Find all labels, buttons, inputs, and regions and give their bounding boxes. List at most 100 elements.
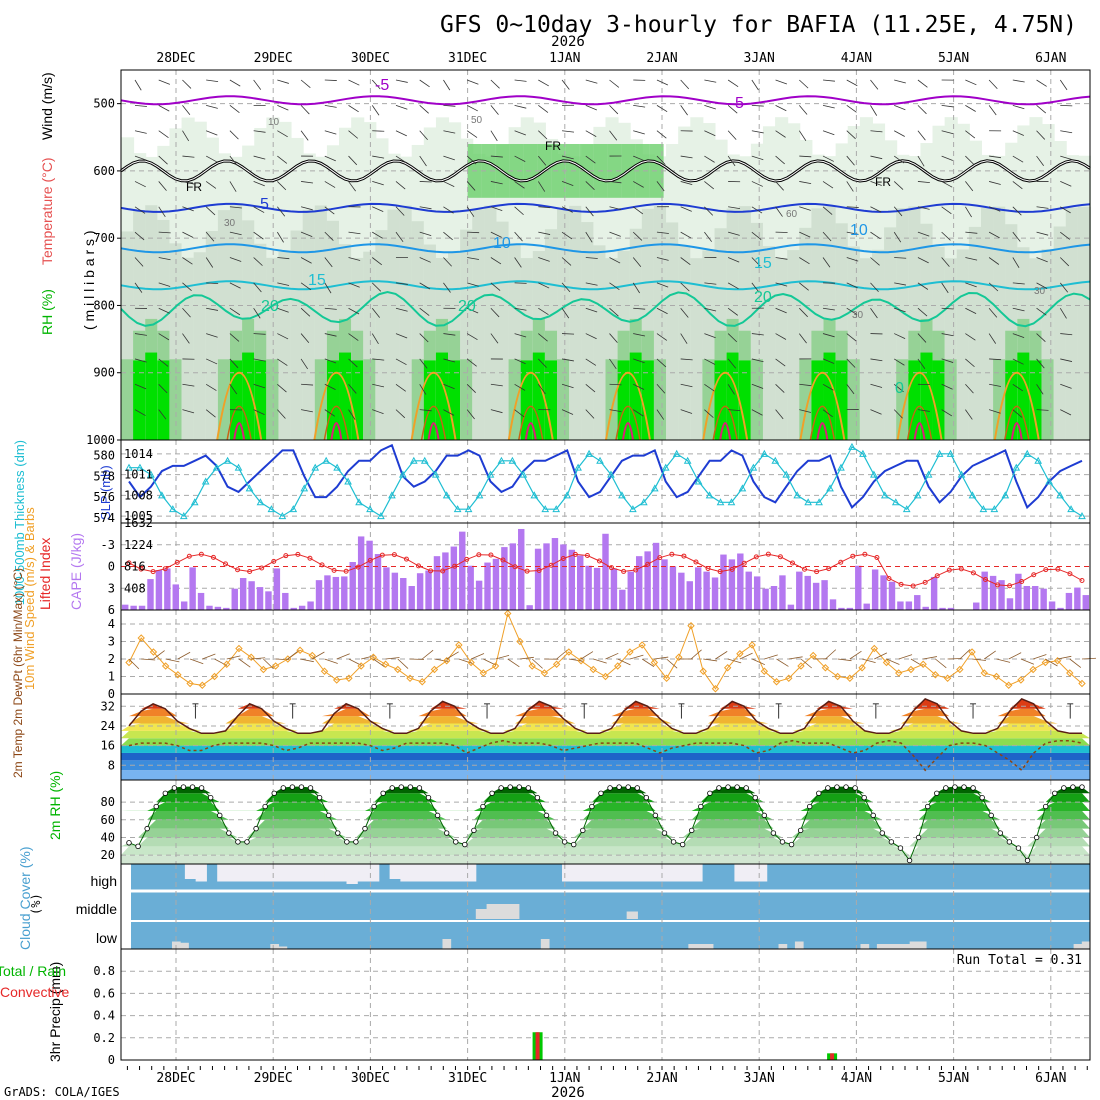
cape-bar	[315, 580, 323, 610]
wind-barb	[324, 104, 337, 108]
rh-shade-mid	[399, 205, 413, 440]
cape-bar	[812, 582, 820, 610]
wind-barb	[134, 79, 142, 91]
wind-barb-10m	[1032, 654, 1047, 660]
wind-barb	[372, 358, 385, 361]
cloud-high-cell	[626, 864, 638, 882]
temp-tick-label: 8	[108, 758, 115, 772]
cape-bar	[678, 572, 685, 610]
rh-tick-label: 20	[101, 848, 115, 862]
rh-line	[128, 786, 1082, 862]
li-marker	[729, 566, 735, 572]
wind-barb	[277, 307, 289, 313]
wind-barb	[894, 257, 907, 259]
rh-shade-bright	[835, 360, 849, 440]
warm-contour-brown	[518, 405, 544, 441]
wind-speed-marker	[882, 658, 891, 667]
wind-barb	[372, 257, 382, 266]
wind-speed-marker	[406, 674, 414, 682]
wind-barb	[751, 181, 763, 187]
cloud-high-cell	[400, 864, 412, 882]
slp-marker	[1001, 491, 1010, 499]
rh-shade-mid	[956, 249, 970, 440]
li-marker	[1055, 566, 1061, 572]
wind-barb	[371, 333, 379, 345]
wind-barb	[941, 206, 952, 215]
wind-speed-marker	[589, 665, 597, 674]
wind-barb	[727, 130, 737, 140]
wind-barb	[1012, 333, 1025, 338]
wind-barb	[633, 181, 644, 188]
wind-barb	[538, 79, 549, 87]
rh-marker	[825, 785, 831, 791]
cloud-low-cell	[278, 946, 288, 949]
wind-barb	[371, 79, 381, 90]
rh-band	[121, 802, 1090, 811]
wind-barb	[466, 409, 475, 420]
wind-barb	[1012, 409, 1023, 418]
slp-marker	[738, 484, 747, 492]
wind-barb	[917, 181, 930, 184]
cape-bar	[248, 581, 255, 610]
wind-speed-marker	[943, 674, 952, 682]
cape-bar	[416, 573, 424, 610]
rh-marker	[534, 794, 541, 801]
wind-barb	[205, 231, 215, 242]
slp-marker	[870, 470, 878, 478]
wind-barb	[300, 257, 312, 264]
wind10m-panel: 10m Wind Speed (m/s) & Barbs 0 1 2 3 4	[22, 507, 1097, 701]
wind-speed-marker	[980, 669, 988, 677]
rh2m-ylabel: 2m RH (%)	[47, 771, 63, 840]
wind-speed-marker	[528, 662, 536, 670]
wind-barb	[680, 358, 693, 361]
wind-barb	[300, 105, 310, 115]
cape-bar	[332, 576, 340, 610]
slp-marker	[223, 456, 232, 464]
contour-label: FR	[545, 139, 561, 153]
cloud-high-cell	[292, 864, 304, 882]
wind-barb	[965, 206, 972, 218]
wind-barb	[348, 409, 356, 420]
slp-marker	[168, 505, 177, 513]
wind-barb-10m	[861, 658, 876, 664]
rh-marker	[1033, 834, 1040, 841]
wind-barb	[467, 79, 479, 85]
rh2m-panel: 2m RH (%) 20 40 60 80	[47, 771, 1091, 865]
wind-barb	[941, 282, 949, 294]
wind-barb	[490, 307, 500, 318]
wind-barb	[206, 130, 218, 136]
wind-barb	[182, 155, 195, 158]
cape-bar	[635, 556, 643, 610]
wind-barb	[799, 307, 808, 318]
isotherm-15	[120, 280, 1091, 291]
wind-barb	[1060, 358, 1073, 362]
wind-barb	[253, 307, 261, 319]
rh-marker	[652, 812, 659, 819]
wind-barb	[680, 155, 693, 159]
cape-bar	[829, 599, 837, 610]
wind-barb	[727, 282, 739, 290]
wind-barb	[1060, 206, 1071, 214]
temp-band	[121, 752, 1090, 761]
wind-barb	[419, 155, 427, 167]
cloud-low-cell	[794, 941, 804, 949]
wind-barb	[799, 155, 812, 158]
rh-marker	[307, 785, 314, 791]
wind-barb	[585, 104, 598, 111]
rh-marker	[607, 785, 613, 791]
wind-barb	[680, 409, 693, 414]
precip-tick-label: 0.6	[93, 986, 115, 1000]
li-marker	[548, 562, 554, 568]
wind-barb	[680, 282, 690, 292]
wind-barb	[917, 231, 930, 237]
wind-barb	[989, 155, 1002, 159]
wind-barb	[727, 257, 740, 263]
rh-marker	[634, 785, 640, 791]
wind-barb	[846, 384, 855, 395]
wind-barb	[585, 333, 597, 340]
wind-barb	[158, 155, 168, 165]
warm-contour-orange	[507, 372, 554, 441]
wind-barb-10m	[751, 658, 766, 666]
wind-speed-marker	[137, 634, 145, 642]
wind-barb	[561, 409, 574, 415]
